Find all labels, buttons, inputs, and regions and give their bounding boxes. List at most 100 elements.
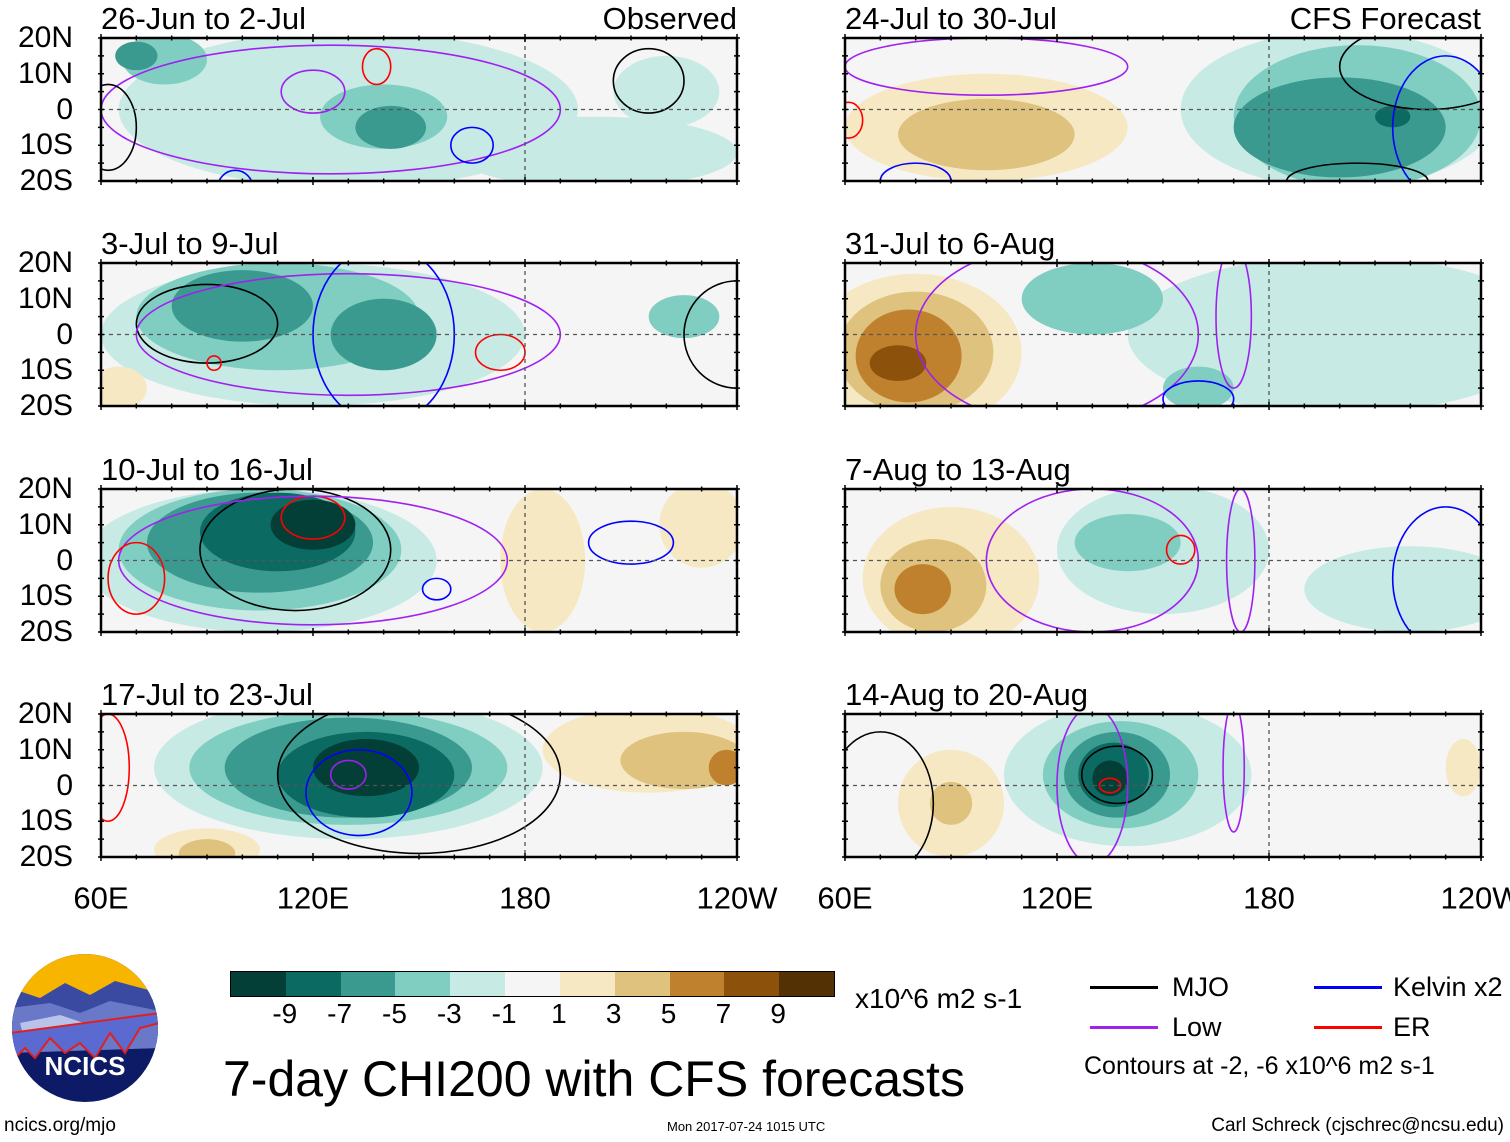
low-contour <box>845 38 1129 96</box>
lat-label: 10S <box>19 804 73 838</box>
shaded-anomaly <box>613 55 720 128</box>
er-contour <box>361 47 392 86</box>
lat-label: 10N <box>17 507 73 541</box>
colorbar-label: -3 <box>436 998 462 1029</box>
mjo-contour <box>612 47 685 114</box>
colorbar-units: x10^6 m2 s-1 <box>855 983 1023 1014</box>
colorbar-swatch <box>724 972 781 996</box>
shaded-anomaly <box>115 41 158 71</box>
map-panel <box>842 485 1484 636</box>
er-contour <box>101 714 131 823</box>
lat-label: 0 <box>56 543 73 577</box>
lat-label: 10N <box>17 732 73 766</box>
legend-line-mjo <box>1090 986 1158 989</box>
colorbar <box>230 971 835 997</box>
shaded-anomaly <box>178 839 236 857</box>
colorbar-swatch <box>340 972 397 996</box>
mjo-contour <box>1338 38 1481 111</box>
colorbar-swatch <box>559 972 616 996</box>
svg-text:NCICS: NCICS <box>45 1051 126 1081</box>
panel-title: 17-Jul to 23-Jul <box>101 677 313 712</box>
shaded-anomaly <box>1233 77 1446 178</box>
colorbar-swatch <box>395 972 452 996</box>
shaded-anomaly <box>355 105 427 149</box>
shaded-anomaly <box>454 116 737 181</box>
shaded-anomaly <box>659 489 737 568</box>
colorbar-swatch <box>450 972 507 996</box>
lat-label: 10N <box>17 56 73 90</box>
lon-label: 120E <box>1020 880 1094 916</box>
shaded-anomaly <box>1445 739 1481 797</box>
legend-line-er <box>1314 1026 1382 1029</box>
colorbar-label: -5 <box>382 998 407 1029</box>
er-contour <box>1165 534 1196 565</box>
lat-label: 20S <box>19 615 73 648</box>
map-panel <box>98 34 740 185</box>
kelvin-contour <box>305 748 413 837</box>
map-panel <box>842 710 1484 861</box>
map-panel <box>98 710 740 861</box>
colorbar-label: -7 <box>327 998 353 1029</box>
lat-label: 0 <box>56 768 73 802</box>
shaded-anomaly <box>1163 366 1234 406</box>
shaded-anomaly <box>898 98 1075 171</box>
mjo-contour <box>1080 745 1154 805</box>
low-contour <box>1215 263 1253 389</box>
mjo-contour <box>276 714 562 855</box>
mjo-contour <box>1285 162 1429 181</box>
colorbar-label: 3 <box>605 998 622 1029</box>
mjo-contour <box>101 83 138 172</box>
shaded-anomaly <box>620 731 737 790</box>
kelvin-contour <box>1391 55 1481 181</box>
panel-title: 26-Jun to 2-Jul <box>101 1 307 36</box>
colorbar-label: 5 <box>660 998 677 1029</box>
low-contour <box>280 69 346 114</box>
kelvin-contour <box>879 162 952 181</box>
lat-label: 10S <box>19 353 73 387</box>
lon-label: 180 <box>1243 880 1295 916</box>
legend-line-kelvin <box>1314 986 1382 989</box>
kelvin-contour <box>587 520 675 565</box>
colorbar-label: 7 <box>715 998 732 1029</box>
lat-label: 20S <box>19 164 73 197</box>
footer-timestamp: Mon 2017-07-24 1015 UTC <box>667 1119 826 1134</box>
shaded-anomaly <box>1304 546 1481 632</box>
lon-label: 120E <box>276 880 350 916</box>
lat-label: 20N <box>17 21 73 54</box>
lat-label: 10S <box>19 579 73 613</box>
colorbar-swatch <box>285 972 342 996</box>
map-panel <box>842 259 1484 410</box>
legend-line-low <box>1090 1026 1158 1029</box>
panel-tag: CFS Forecast <box>1289 1 1481 36</box>
kelvin-contour <box>218 169 253 181</box>
panel-title: 10-Jul to 16-Jul <box>101 452 313 487</box>
er-contour <box>206 355 222 372</box>
lat-label: 20S <box>19 389 73 422</box>
lat-label: 20N <box>17 472 73 505</box>
lon-label: 60E <box>817 880 873 916</box>
panel-title: 31-Jul to 6-Aug <box>845 226 1056 261</box>
lon-label: 120W <box>696 880 778 916</box>
shaded-anomaly <box>1074 514 1181 572</box>
lat-label: 10N <box>17 281 73 315</box>
kelvin-contour <box>421 577 452 601</box>
panel-title: 3-Jul to 9-Jul <box>101 226 279 261</box>
figure-title: 7-day CHI200 with CFS forecasts <box>223 1051 965 1107</box>
mjo-contour <box>199 489 392 612</box>
lon-label: 60E <box>73 880 129 916</box>
er-contour <box>107 541 166 615</box>
shaded-anomaly <box>270 499 356 550</box>
lat-label: 20S <box>19 840 73 873</box>
legend-label: Kelvin x2 <box>1393 972 1503 1002</box>
footer-url[interactable]: ncics.org/mjo <box>4 1115 116 1136</box>
shaded-anomaly <box>708 749 737 786</box>
shaded-anomaly <box>1021 263 1163 335</box>
panel-title: 24-Jul to 30-Jul <box>845 1 1057 36</box>
lat-label: 10S <box>19 128 73 162</box>
colorbar-label: 1 <box>551 998 567 1029</box>
panel-tag: Observed <box>602 1 737 36</box>
lon-label: 120W <box>1440 880 1510 916</box>
low-contour <box>329 759 367 790</box>
map-panel <box>98 259 740 410</box>
